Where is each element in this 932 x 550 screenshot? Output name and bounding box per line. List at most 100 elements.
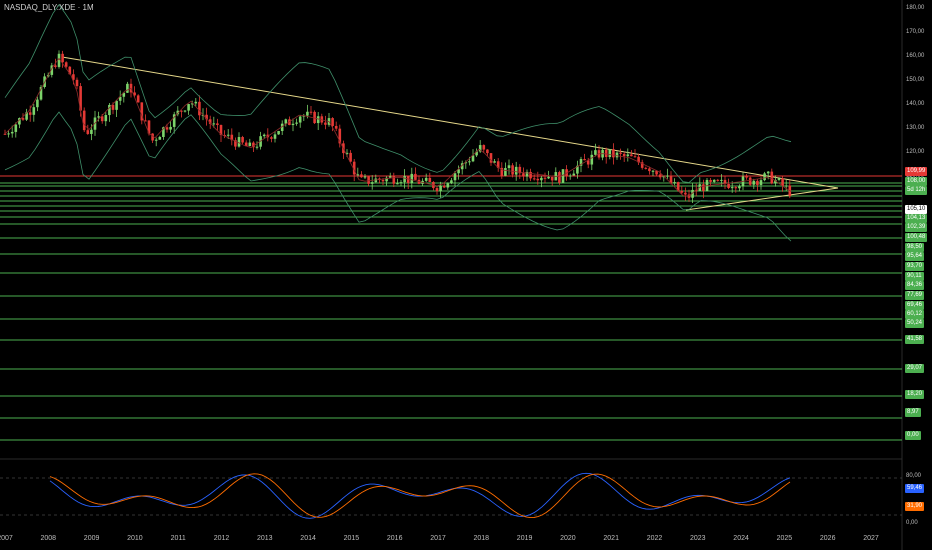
candle-body — [583, 159, 586, 161]
candle-body — [313, 111, 316, 124]
candle-body — [532, 178, 536, 180]
time-tick-label: 2023 — [690, 535, 706, 542]
bollinger-upper — [4, 4, 792, 183]
candle-body — [529, 171, 532, 179]
price-tick-label: 180,00 — [906, 5, 925, 11]
candle-body — [277, 131, 280, 135]
candle-body — [435, 188, 439, 192]
candle-body — [770, 171, 774, 184]
candle-body — [86, 130, 90, 134]
candle-body — [14, 124, 18, 132]
candle-body — [633, 156, 637, 158]
candle-body — [39, 86, 43, 100]
candle-body — [25, 112, 28, 120]
candle-body — [104, 115, 108, 122]
candle-body — [194, 101, 198, 104]
candle-body — [399, 182, 403, 184]
candle-body — [504, 168, 507, 176]
candle-body — [626, 154, 630, 157]
candle-body — [32, 107, 36, 115]
candle-body — [738, 186, 741, 189]
candle-body — [385, 177, 388, 182]
candle-body — [338, 128, 342, 144]
candle-body — [216, 123, 219, 126]
candle-body — [446, 183, 450, 188]
time-tick-label: 2008 — [40, 535, 57, 542]
candle-body — [727, 183, 730, 189]
candle-body — [666, 175, 669, 177]
symbol-title[interactable]: NASDAQ_DLY:XDE · 1M — [4, 3, 94, 12]
ascending-trendline — [685, 187, 839, 211]
candle-body — [381, 179, 385, 182]
candle-body — [97, 116, 100, 118]
candle-body — [691, 189, 694, 198]
candle-body — [507, 165, 511, 169]
candle-body — [190, 103, 194, 105]
time-tick-label: 2024 — [733, 535, 749, 542]
candle-body — [471, 155, 475, 162]
candle-body — [291, 123, 295, 126]
candle-body — [302, 115, 306, 117]
price-tick-label: 110,00 — [906, 173, 924, 179]
candle-body — [115, 100, 118, 110]
candle-body — [162, 127, 165, 137]
candle-body — [352, 161, 356, 175]
candle-body — [730, 187, 734, 189]
resistance-price-badge: 109,99 — [905, 167, 928, 176]
countdown-badge: 5d 12h — [905, 186, 928, 195]
stoch-d-line — [49, 473, 791, 519]
candle-body — [262, 134, 266, 137]
stoch-d-badge: 31,90 — [905, 502, 925, 511]
time-tick-label: 2020 — [560, 535, 576, 542]
candle-body — [680, 190, 684, 193]
candle-body — [309, 111, 313, 113]
candle-body — [356, 174, 360, 176]
level-price-badge: 77,69 — [905, 291, 925, 300]
candle-body — [619, 152, 622, 154]
price-tick-label: 140,00 — [906, 101, 925, 107]
candle-body — [255, 146, 259, 148]
candle-body — [230, 134, 234, 141]
candle-body — [709, 179, 712, 182]
candle-body — [568, 175, 572, 177]
candle-body — [478, 145, 482, 152]
candle-body — [284, 119, 288, 124]
candle-body — [180, 110, 183, 112]
candle-body — [273, 134, 277, 139]
candle-body — [457, 169, 460, 174]
candle-body — [54, 65, 57, 67]
candle-body — [176, 110, 180, 115]
candle-body — [439, 185, 442, 192]
candle-body — [331, 118, 334, 126]
candle-body — [122, 92, 126, 97]
candle-body — [75, 79, 79, 87]
candle-body — [165, 127, 169, 130]
level-price-badge: 100,48 — [905, 233, 928, 242]
candle-body — [514, 166, 518, 175]
candle-body — [496, 161, 500, 168]
time-tick-label: 2018 — [473, 535, 490, 542]
candle-body — [241, 137, 244, 143]
candle-body — [252, 142, 255, 148]
candle-body — [734, 187, 738, 189]
candle-body — [716, 179, 720, 181]
time-tick-label: 2019 — [516, 535, 533, 542]
level-price-badge: 41,58 — [905, 335, 925, 344]
candle-body — [212, 123, 216, 125]
time-tick-label: 2011 — [170, 535, 186, 542]
candle-body — [464, 162, 468, 164]
candle-body — [169, 126, 172, 130]
level-price-badge: 8,97 — [905, 408, 921, 417]
candle-body — [223, 134, 226, 136]
candle-body — [511, 165, 514, 175]
candle-body — [324, 122, 327, 125]
candle-body — [234, 140, 237, 147]
candle-body — [133, 92, 136, 96]
candle-body — [766, 171, 770, 174]
candle-body — [18, 118, 21, 125]
candle-body — [543, 177, 547, 179]
candle-body — [489, 153, 493, 163]
candle-body — [147, 120, 151, 134]
time-tick-label: 2010 — [127, 535, 143, 542]
